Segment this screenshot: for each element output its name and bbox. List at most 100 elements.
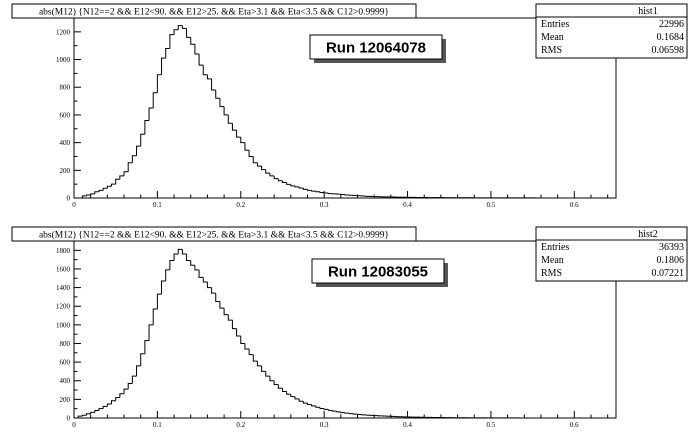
panel-2-bin xyxy=(244,343,250,350)
panel-2-bin xyxy=(136,365,141,377)
panel-1-stats-label-mean: Mean xyxy=(541,32,564,43)
panel-2-bin xyxy=(281,388,287,392)
panel-1-bin xyxy=(240,137,245,144)
panel-2-axes: 0 0.1 0.2 0.3 0.4 0.5 0.6 0 200 400 600 800 1000 1200… xyxy=(56,240,609,429)
panel-2-bin xyxy=(102,405,108,409)
panel-2-x-tick-label: 0.6 xyxy=(570,421,579,429)
panel-2-y-tick-label: 200 xyxy=(60,396,71,404)
panel-1-bin xyxy=(298,186,304,189)
panel-2-bin xyxy=(206,281,212,289)
panel-2-bin xyxy=(269,376,275,382)
panel-2-bin xyxy=(77,415,83,418)
panel-2-bin xyxy=(152,308,158,325)
panel-1-bin xyxy=(244,142,250,151)
panel-2-bin xyxy=(319,407,325,409)
panel-1-bin xyxy=(252,156,258,164)
panel-2-stats-label-mean: Mean xyxy=(541,255,564,266)
panel-2-y-tick-label: 800 xyxy=(60,340,71,348)
panel-1-y-tick-label: 200 xyxy=(60,167,71,175)
panel-2-bin xyxy=(277,384,283,389)
panel-2-run-label: Run 12083055 xyxy=(328,264,428,281)
panel-1-bin xyxy=(173,29,179,35)
panel-1-bin xyxy=(219,98,225,108)
panel-1-stats-label-rms: RMS xyxy=(541,45,562,56)
panel-2-bin xyxy=(156,293,162,310)
panel-1-stats-box: hist1 Entries 22996 Mean 0.1684 RMS 0.06… xyxy=(535,3,688,59)
panel-1-bin xyxy=(94,191,100,194)
panel-2-bin xyxy=(236,328,241,337)
panel-1-run-label: Run 12064078 xyxy=(326,40,426,57)
panel-2-bin xyxy=(140,353,145,366)
panel-2-bin xyxy=(144,340,150,354)
panel-1-bin xyxy=(294,185,300,188)
panel-1-bin xyxy=(131,155,137,163)
panel-2-bin xyxy=(261,365,266,372)
panel-1-bin xyxy=(269,173,275,177)
panel-2-bin xyxy=(306,403,312,405)
panel-1-bin xyxy=(281,180,287,183)
panel-2-bin xyxy=(194,265,200,271)
panel-2-bin xyxy=(181,249,187,255)
panel-1-bin xyxy=(148,107,154,121)
panel-2-x-tick-label: 0.4 xyxy=(403,421,412,429)
panel-2-bin xyxy=(323,408,329,410)
panel-2-bin xyxy=(340,411,345,414)
panel-1-bin xyxy=(194,44,200,55)
panel-2-bin xyxy=(190,260,195,266)
panel-1-bin xyxy=(202,65,208,76)
panel-1-bin xyxy=(98,189,104,192)
panel-1-bin xyxy=(144,119,150,135)
panel-2-title-box xyxy=(11,226,417,242)
panel-1-bin xyxy=(223,106,229,116)
panel-2-bin xyxy=(315,405,320,408)
panel-2-y-tick-label: 1200 xyxy=(56,303,71,311)
panel-2-bin xyxy=(298,398,304,402)
panel-1-x-tick-label: 0.2 xyxy=(236,201,245,209)
panel-2-bin xyxy=(256,361,262,367)
panel-2-stats-value-mean: 0.1806 xyxy=(657,255,685,266)
panel-1-bin xyxy=(86,194,91,196)
panel-1-bin xyxy=(206,74,212,80)
panel-2-y-tick-label: 400 xyxy=(60,377,71,385)
panel-1-bin xyxy=(315,191,320,193)
panel-2: 0 0.1 0.2 0.3 0.4 0.5 0.6 0 200 400 600 800 1000 1200… xyxy=(11,226,688,429)
panel-2-x-tick-label: 0.1 xyxy=(153,421,162,429)
panel-2-stats-box: hist2 Entries 36393 Mean 0.1806 RMS 0.07… xyxy=(535,226,688,282)
panel-2-bin xyxy=(161,280,166,295)
panel-2-y-tick-label: 1800 xyxy=(56,247,71,255)
panel-1-bin xyxy=(119,175,125,180)
panel-2-y-tick-label: 1000 xyxy=(56,321,71,329)
panel-1-bin xyxy=(215,90,220,99)
panel-2-bin xyxy=(177,248,183,255)
panel-1-title: abs(M12) {N12==2 && E12<90. && E12>25. &… xyxy=(39,7,389,18)
panel-2-bin xyxy=(106,403,112,407)
panel-1-bin xyxy=(102,187,108,191)
panel-1-x-tick-label: 0.5 xyxy=(487,201,496,209)
panel-2-bin xyxy=(294,396,300,400)
panel-1-bin xyxy=(327,193,333,195)
panel-2-bin xyxy=(86,413,91,416)
panel-1-bin xyxy=(211,78,216,91)
panel-2-bin xyxy=(90,411,95,414)
panel-1-y-tick-label: 600 xyxy=(60,111,71,119)
panel-2-bin xyxy=(98,408,104,411)
panel-1-stats-value-mean: 0.1684 xyxy=(657,32,685,43)
panel-1-stats-label-entries: Entries xyxy=(541,19,569,30)
panel-1-x-tick-label: 0.4 xyxy=(403,201,412,209)
panel-1-y-tick-label: 400 xyxy=(60,139,71,147)
panel-2-bin xyxy=(202,277,208,283)
panel-2-y-tick-label: 1400 xyxy=(56,284,71,292)
panel-2-bin xyxy=(148,324,154,341)
panel-1-bin xyxy=(165,47,170,59)
panel-1-bin xyxy=(277,178,283,182)
panel-2-bin xyxy=(290,394,295,398)
panel-2-bin xyxy=(131,375,137,384)
panel-2-run-label-box: Run 12083055 xyxy=(311,258,448,287)
panel-1-bin xyxy=(256,162,262,167)
panel-2-x-tick-label: 0.2 xyxy=(236,421,245,429)
panel-1-x-tick-label: 0.1 xyxy=(153,201,162,209)
panel-2-bin xyxy=(211,287,216,294)
panel-1-bin xyxy=(152,92,158,108)
panel-2-bin xyxy=(331,410,337,412)
